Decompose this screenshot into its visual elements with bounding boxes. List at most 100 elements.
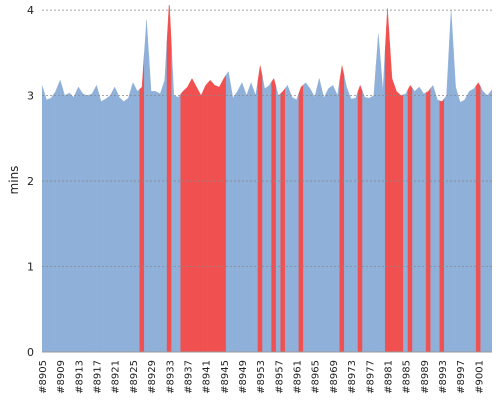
area-segment	[44, 92, 50, 352]
area-segment	[271, 78, 277, 352]
x-tick-label: #8925	[129, 360, 140, 394]
x-tick-label: #8921	[111, 360, 122, 394]
area-segment	[412, 87, 418, 352]
area-segment	[153, 91, 159, 352]
area-segment	[394, 84, 400, 352]
area-segment	[289, 91, 295, 352]
y-tick-label: 0	[27, 346, 34, 359]
area-segment	[216, 82, 222, 352]
area-segment	[444, 52, 450, 352]
area-segment	[325, 86, 331, 352]
area-segment	[148, 55, 154, 352]
area-segment	[89, 89, 95, 352]
area-segment	[198, 90, 204, 352]
x-tick-label: #8913	[74, 360, 85, 394]
area-segment	[248, 82, 254, 352]
x-tick-label: #9001	[474, 360, 485, 394]
area-segment	[84, 94, 90, 352]
area-segment	[425, 87, 431, 352]
area-segment	[475, 82, 481, 352]
x-tick-label: #8945	[220, 360, 231, 394]
area-segment	[384, 8, 390, 352]
area-segment	[434, 92, 440, 352]
area-segment	[380, 49, 386, 352]
area-segment	[353, 91, 359, 352]
x-tick-label: #8933	[165, 360, 176, 394]
area-segment	[375, 34, 381, 352]
area-segment	[225, 71, 231, 352]
area-segment	[130, 82, 136, 352]
area-segment	[175, 93, 181, 352]
area-segment	[116, 92, 122, 352]
area-segment	[416, 86, 422, 352]
area-segment	[484, 92, 490, 352]
area-segment	[234, 86, 240, 352]
area-segment	[316, 78, 322, 352]
x-tick-label: #8929	[147, 360, 158, 394]
area-segment	[298, 84, 304, 352]
area-segment	[489, 89, 492, 352]
x-tick-label: #8961	[293, 360, 304, 394]
area-segment	[71, 92, 77, 352]
x-tick-label: #8937	[183, 360, 194, 394]
area-segment	[207, 79, 213, 352]
area-segment	[266, 81, 272, 352]
area-segment	[80, 89, 86, 352]
x-tick-label: #8917	[93, 360, 104, 394]
area-segment	[112, 86, 118, 352]
area-segment	[439, 97, 445, 352]
area-segment	[339, 65, 345, 352]
area-segment	[357, 84, 363, 352]
x-tick-label: #8965	[311, 360, 322, 394]
area-segment	[171, 48, 177, 352]
plot-area	[42, 5, 492, 352]
area-segment	[371, 64, 377, 352]
area-segment	[166, 5, 172, 352]
area-segment	[453, 48, 459, 352]
area-segment	[344, 76, 350, 352]
area-segment	[303, 82, 309, 352]
y-tick-label: 2	[27, 175, 34, 188]
area-segment	[466, 89, 472, 352]
area-segment	[398, 92, 404, 352]
area-segment	[189, 78, 195, 352]
area-segment	[257, 65, 263, 352]
area-segment	[294, 93, 300, 352]
area-segment	[139, 53, 145, 352]
area-segment	[48, 94, 54, 352]
area-segment	[389, 43, 395, 352]
area-segment	[75, 86, 81, 352]
area-segment	[94, 84, 100, 352]
area-segment	[134, 86, 140, 352]
area-segment	[53, 85, 59, 352]
x-tick-label: #8969	[329, 360, 340, 394]
y-tick-label: 1	[27, 261, 34, 274]
area-segment	[144, 20, 150, 352]
area-segment	[125, 90, 131, 352]
area-segment	[480, 86, 486, 352]
area-segment	[103, 96, 109, 352]
area-segment	[57, 79, 63, 352]
x-tick-label: #8981	[383, 360, 394, 394]
area-segment	[180, 88, 186, 352]
y-tick-label: 3	[27, 90, 34, 103]
area-segment	[307, 85, 313, 352]
area-segment	[42, 85, 45, 352]
area-segment	[430, 84, 436, 352]
area-segment	[348, 92, 354, 352]
area-segment	[203, 82, 209, 352]
area-segment	[280, 87, 286, 352]
x-tick-label: #8953	[256, 360, 267, 394]
area-segment	[98, 93, 104, 352]
x-tick-label: #8997	[456, 360, 467, 394]
x-tick-label: #8973	[347, 360, 358, 394]
x-tick-label: #8957	[274, 360, 285, 394]
area-segment	[330, 85, 336, 352]
area-segment	[471, 85, 477, 352]
area-segment	[107, 91, 113, 352]
x-tick-label: #8941	[202, 360, 213, 394]
area-segment	[284, 84, 290, 352]
area-segment	[334, 80, 340, 352]
